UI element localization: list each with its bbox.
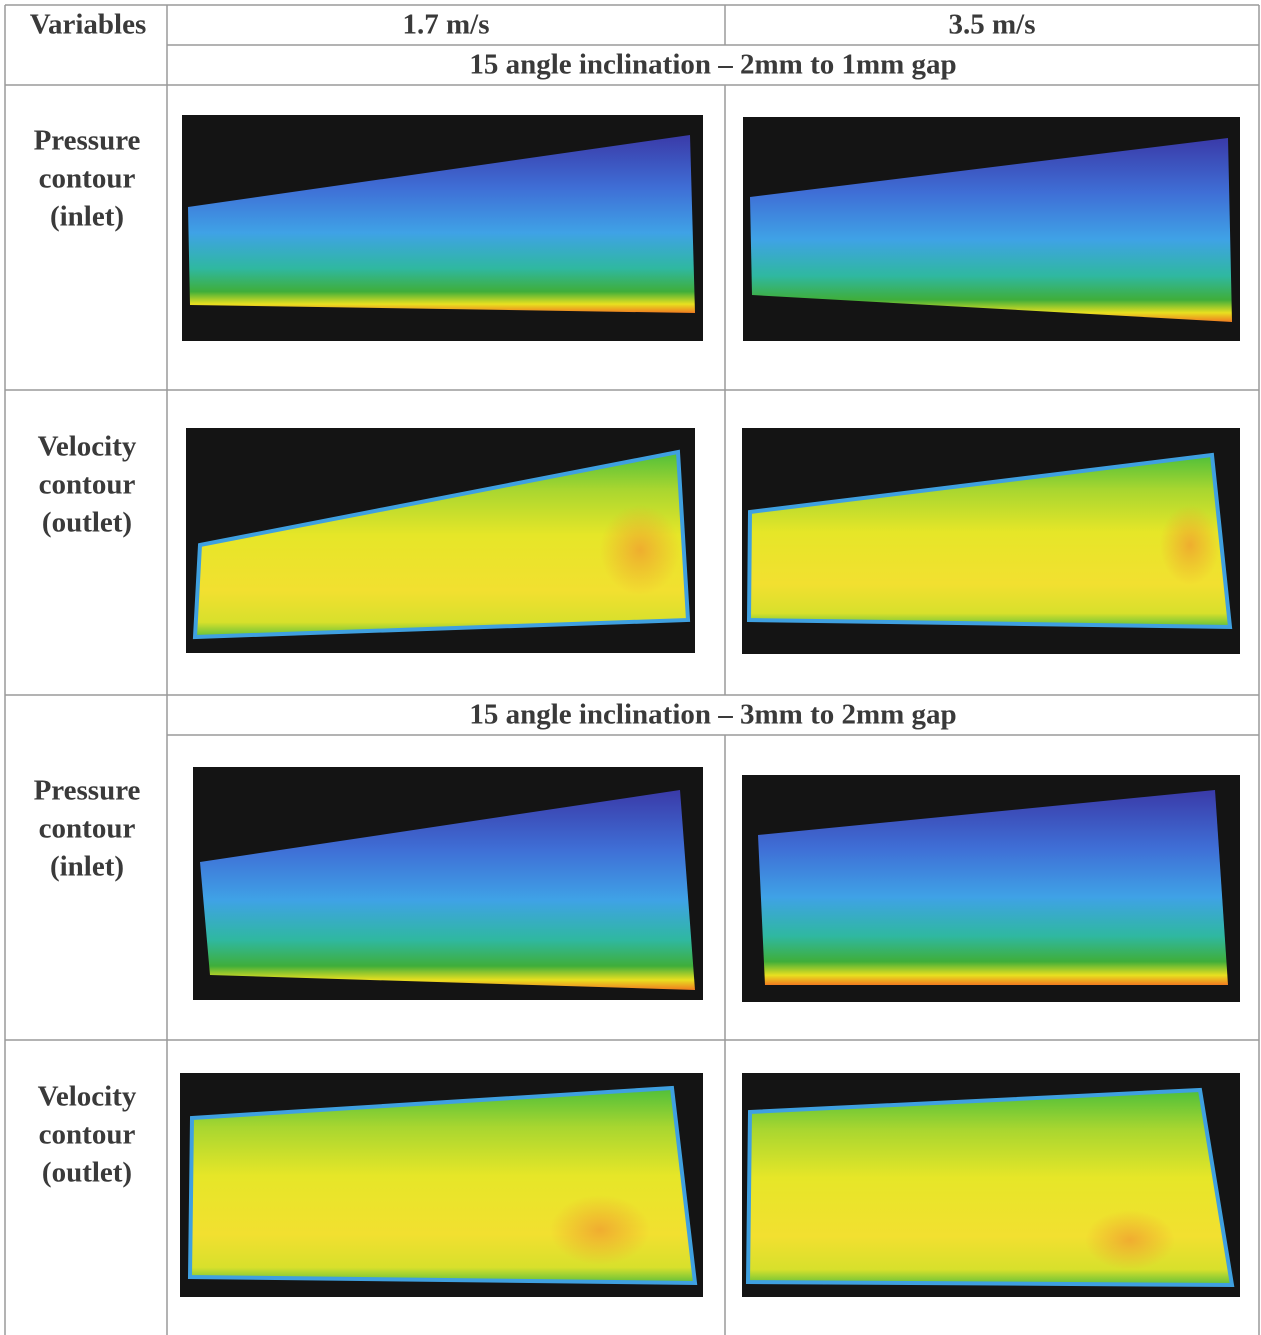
row-label: Pressure — [34, 125, 141, 157]
row-label: contour — [39, 163, 136, 195]
results-table: Variables 1.7 m/s 3.5 m/s 15 angle incli… — [0, 0, 1261, 1335]
row-label: Pressure — [34, 775, 141, 807]
contour-image — [186, 428, 695, 653]
column-header: 1.7 m/s — [403, 9, 490, 41]
contour-image — [742, 1073, 1240, 1297]
row-label: (outlet) — [42, 507, 132, 539]
row-label: (outlet) — [42, 1157, 132, 1189]
row-label: contour — [39, 469, 136, 501]
contour-image — [743, 117, 1240, 341]
contour-image — [182, 115, 703, 341]
contour-image — [742, 775, 1240, 1002]
row-label: (inlet) — [50, 201, 124, 233]
contour-image — [742, 428, 1240, 654]
row-label: contour — [39, 813, 136, 845]
section-title: 15 angle inclination – 2mm to 1mm gap — [469, 49, 956, 81]
row-label: Velocity — [38, 431, 137, 463]
contour-image — [180, 1073, 703, 1297]
section-title: 15 angle inclination – 3mm to 2mm gap — [469, 699, 956, 731]
contour-image — [193, 767, 703, 1000]
row-label: contour — [39, 1119, 136, 1151]
column-header: 3.5 m/s — [949, 9, 1036, 41]
page: {"header": {"corner": "Variables", "colu… — [0, 0, 1261, 1335]
row-label: Velocity — [38, 1081, 137, 1113]
corner-header: Variables — [30, 9, 147, 41]
row-label: (inlet) — [50, 851, 124, 883]
